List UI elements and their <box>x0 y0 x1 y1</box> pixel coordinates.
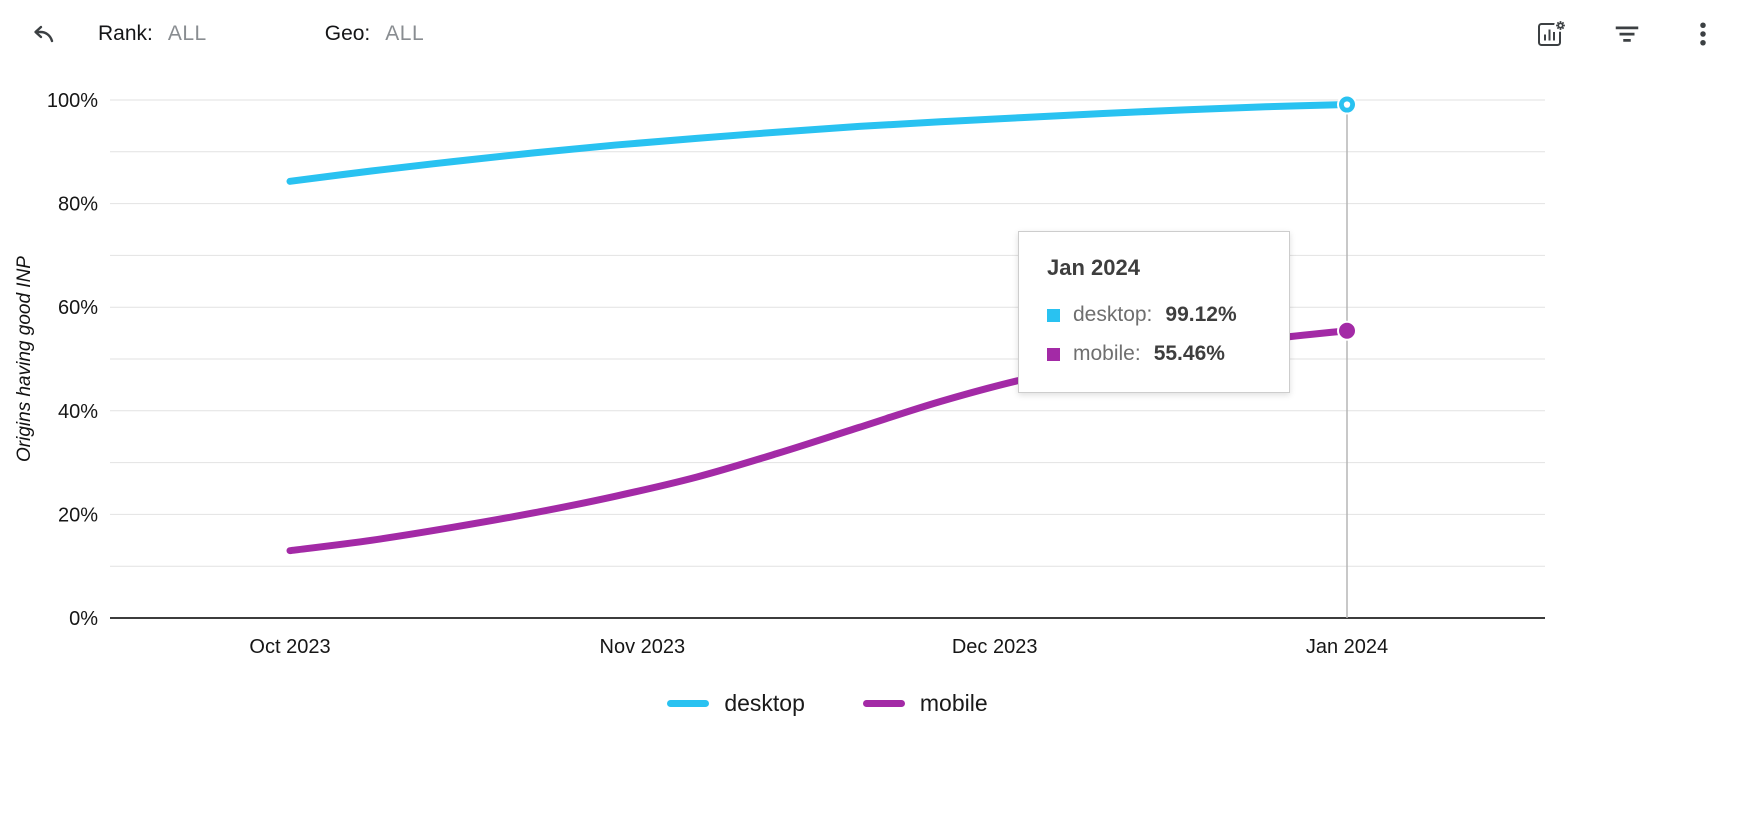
rank-filter-label: Rank: <box>98 22 153 45</box>
mobile-series-swatch <box>1047 347 1060 361</box>
y-axis-title: Origins having good INP <box>14 256 35 462</box>
tooltip-series-value: 55.46% <box>1153 342 1225 365</box>
y-tick-label: 0% <box>69 608 98 630</box>
chart-settings-icon <box>1538 19 1567 46</box>
rank-filter-value[interactable]: ALL <box>167 22 207 45</box>
legend-label-desktop: desktop <box>724 690 805 716</box>
toolbar: Rank: ALL Geo: ALL <box>0 0 1752 56</box>
filter-button[interactable] <box>1610 17 1644 51</box>
tooltip-row-mobile: mobile: 55.46% <box>1047 342 1261 366</box>
x-tick-label: Jan 2024 <box>1306 636 1388 658</box>
x-tick-label: Oct 2023 <box>249 636 330 658</box>
geo-filter[interactable]: Geo: ALL <box>325 22 424 46</box>
x-tick-label: Nov 2023 <box>600 636 686 658</box>
y-tick-label: 80% <box>58 194 98 216</box>
tooltip-row-desktop: desktop: 99.12% <box>1047 303 1261 327</box>
toolbar-actions <box>1534 17 1726 51</box>
rank-filter[interactable]: Rank: ALL <box>98 22 207 46</box>
more-options-button[interactable] <box>1686 17 1720 51</box>
chart-tooltip: Jan 2024 desktop: 99.12% mobile: 55.46% <box>1018 231 1290 393</box>
chart-legend: desktop mobile <box>110 690 1545 717</box>
filter-icon <box>1615 26 1639 42</box>
gear-icon <box>1554 19 1567 32</box>
focus-point-inner <box>1343 101 1351 108</box>
kebab-menu-icon <box>1700 22 1706 46</box>
chart-settings-button[interactable] <box>1534 17 1568 51</box>
desktop-series-line[interactable] <box>286 101 1351 185</box>
desktop-series-swatch <box>1047 308 1060 322</box>
legend-item-desktop[interactable]: desktop <box>667 690 805 717</box>
geo-filter-label: Geo: <box>324 22 371 45</box>
mobile-legend-swatch <box>862 700 905 707</box>
desktop-legend-swatch <box>667 700 710 707</box>
undo-button[interactable] <box>26 17 60 51</box>
legend-label-mobile: mobile <box>919 690 988 716</box>
tooltip-series-value: 99.12% <box>1165 303 1237 326</box>
tooltip-series-label: mobile: <box>1073 342 1141 365</box>
x-tick-label: Dec 2023 <box>952 636 1038 658</box>
legend-item-mobile[interactable]: mobile <box>862 690 988 717</box>
y-tick-label: 60% <box>58 297 98 319</box>
undo-icon <box>34 25 54 43</box>
mobile-focus-point[interactable] <box>1337 320 1357 341</box>
y-tick-label: 40% <box>58 401 98 423</box>
y-tick-label: 100% <box>47 90 98 112</box>
tooltip-title: Jan 2024 <box>1047 255 1140 280</box>
tooltip-series-label: desktop: <box>1073 303 1153 326</box>
y-tick-label: 20% <box>58 504 98 526</box>
geo-filter-value[interactable]: ALL <box>385 22 425 45</box>
